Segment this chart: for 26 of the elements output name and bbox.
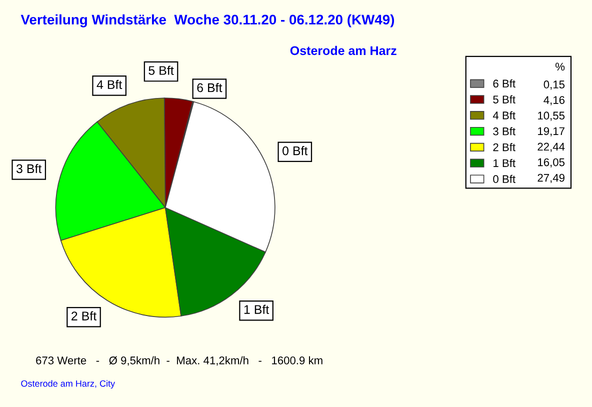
chart-title: Verteilung Windstärke Woche 30.11.20 - 06.12.20 (KW49) — [20, 14, 394, 28]
slice-label: 1 Bft — [244, 304, 270, 314]
legend-label: 5 Bft — [493, 95, 516, 104]
slice-label: 2 Bft — [72, 311, 97, 320]
legend-label: 0 Bft — [493, 174, 516, 184]
legend-label: 6 Bft — [493, 79, 516, 88]
legend-label: 4 Bft — [492, 111, 516, 120]
text: Osterode am Harz, City — [21, 380, 116, 389]
slice-label: 4 Bft — [96, 80, 122, 90]
data-label: 19,17 — [538, 127, 564, 136]
data-label: 27,49 — [538, 174, 564, 184]
chart-subtitle: Osterode am Harz — [290, 46, 396, 56]
slice-label: 0 Bft — [282, 146, 308, 156]
slice-label: 3 Bft — [16, 164, 42, 174]
legend-label: 3 Bft — [493, 127, 516, 136]
data-label: 22,44 — [538, 142, 565, 152]
data-label: 10,55 — [538, 112, 565, 121]
legend-label: 1 Bft — [494, 158, 516, 168]
data-label: 4,16 — [544, 96, 565, 106]
data-label: 16,05 — [538, 158, 565, 168]
legend-label: 2 Bft — [493, 143, 516, 152]
slice-label: 5 Bft — [148, 66, 174, 75]
text: 673 Werte - Ø 9,5km/h - Max. 41,2km/h - 1600.9 km — [36, 356, 322, 366]
slice-label: 6 Bft — [197, 82, 222, 92]
legend-title: % — [556, 62, 565, 71]
data-label: 0,15 — [544, 80, 565, 90]
